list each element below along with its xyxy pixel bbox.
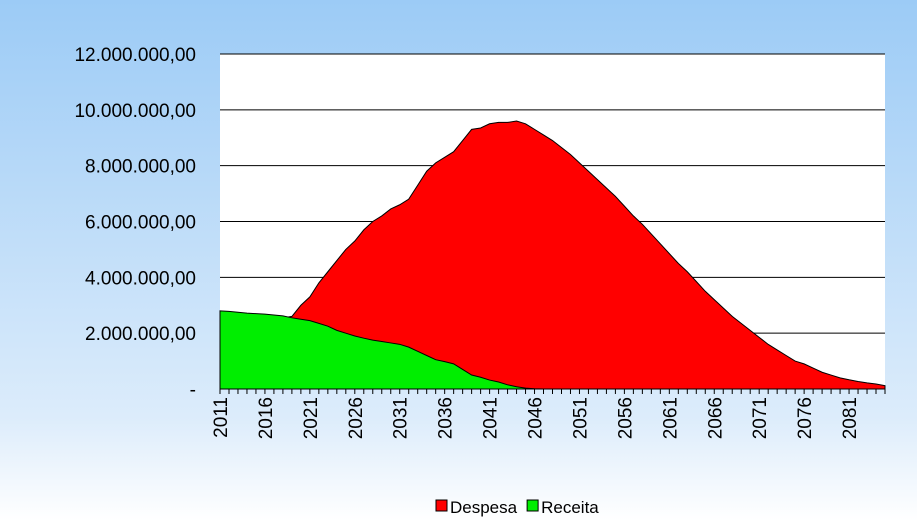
legend-swatch [526,499,539,512]
x-tick-label: 2056 [615,397,636,439]
legend-label: Receita [541,498,599,517]
y-tick-label: 8.000.000,00 [85,157,196,178]
y-tick-label: 10.000.000,00 [74,101,196,122]
x-tick-label: 2051 [570,397,591,439]
x-tick-label: 2016 [256,397,277,439]
x-tick-label: 2021 [301,397,322,439]
y-tick-label: 6.000.000,00 [85,213,196,234]
x-tick-label: 2071 [750,397,771,439]
area [219,120,886,390]
x-tick-label: 2026 [346,397,367,439]
x-tick-label: 2066 [705,397,726,439]
legend-swatch [435,499,448,512]
y-tick-label: 12.000.000,00 [74,45,196,66]
x-tick-label: 2046 [526,397,547,439]
y-tick-label: 2.000.000,00 [85,324,196,345]
x-tick-label: 2011 [211,397,232,438]
x-tick-label: 2036 [436,397,457,439]
legend-label: Despesa [450,498,518,517]
x-tick-label: 2081 [840,397,861,439]
x-tick-label: 2076 [795,397,816,439]
x-tick-label: 2061 [660,397,681,439]
x-tick-label: 2041 [481,397,502,439]
x-tick-label: 2031 [391,397,412,439]
y-tick-label: - [190,380,196,401]
y-tick-label: 4.000.000,00 [85,268,196,289]
